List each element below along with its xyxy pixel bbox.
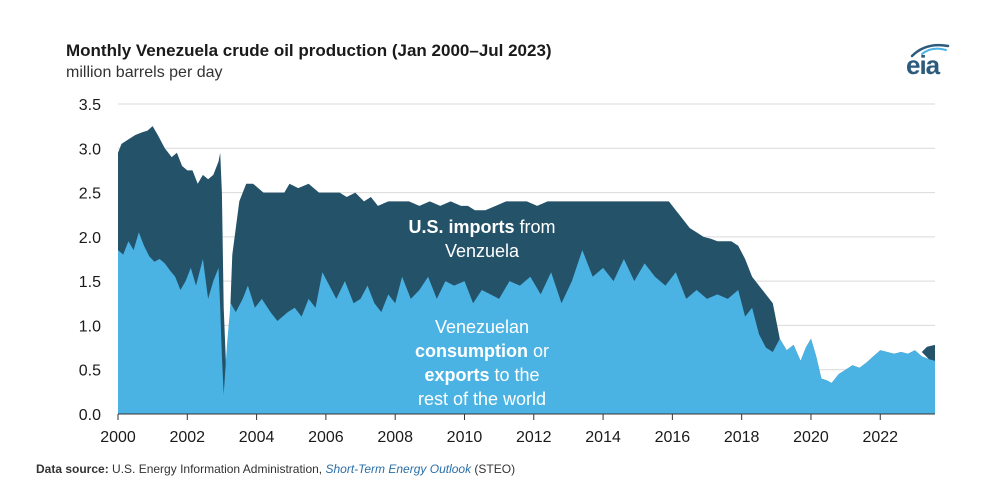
x-tick-label: 2002 [169,429,205,446]
consumption-annotation-bold3: exports [424,365,489,385]
consumption-annotation-rest2: or [528,341,549,361]
x-tick-label: 2012 [516,429,552,446]
data-source: Data source: U.S. Energy Information Adm… [36,462,515,476]
imports-annotation-line1: U.S. imports from [408,217,555,237]
x-tick-label: 2014 [585,429,621,446]
y-tick-label: 1.5 [79,274,101,291]
x-tick-label: 2000 [100,429,136,446]
x-tick-label: 2004 [239,429,275,446]
x-tick-label: 2020 [793,429,829,446]
eia-logo-text: eia [906,50,940,80]
y-tick-label: 0.5 [79,363,101,380]
x-axis: 2000 2002 2004 2006 2008 2010 2012 2014 2016 2018… [100,413,935,446]
data-source-suffix: (STEO) [471,462,516,476]
imports-annotation-bold: U.S. imports [408,217,514,237]
x-tick-label: 2006 [308,429,344,446]
y-tick-label: 2.0 [79,230,101,247]
y-tick-label: 1.0 [79,318,101,335]
eia-logo-icon [910,43,950,58]
y-tick-label: 2.5 [79,186,101,203]
x-tick-label: 2018 [724,429,760,446]
imports-annotation-rest: from [515,217,556,237]
y-tick-label: 3.0 [79,141,101,158]
chart-title: Monthly Venezuela crude oil production (… [66,41,552,60]
y-tick-label: 0.0 [79,407,101,424]
consumption-annotation-line1: Venezuelan [435,317,529,337]
data-source-publication[interactable]: Short-Term Energy Outlook [325,462,472,476]
consumption-annotation-line4: rest of the world [418,389,546,409]
consumption-annotation-bold2: consumption [415,341,528,361]
imports-annotation-line2: Venzuela [445,241,520,261]
chart-subtitle: million barrels per day [66,64,223,81]
consumption-annotation-rest3: to the [489,365,539,385]
data-source-label: Data source: [36,462,109,476]
x-tick-label: 2010 [447,429,483,446]
data-source-text: U.S. Energy Information Administration, [108,462,326,476]
x-tick-label: 2016 [655,429,691,446]
y-axis: 0.0 0.5 1.0 1.5 2.0 2.5 3.0 3.5 [79,97,101,424]
eia-logo[interactable]: eia [906,40,954,80]
x-tick-label: 2022 [862,429,898,446]
domestic-area [118,232,935,414]
consumption-annotation-line3: exports to the [424,365,539,385]
x-tick-label: 2008 [377,429,413,446]
y-tick-label: 3.5 [79,97,101,114]
consumption-annotation-line2: consumption or [415,341,549,361]
